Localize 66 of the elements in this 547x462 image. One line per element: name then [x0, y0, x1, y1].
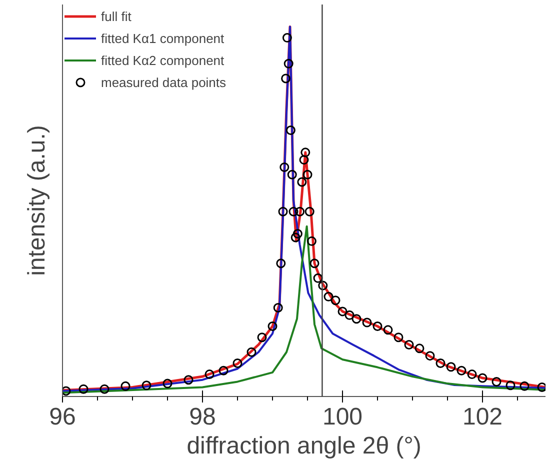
point — [268, 321, 278, 331]
point — [506, 380, 516, 390]
legend-label: fitted Kα2 component — [101, 52, 224, 68]
legend-label: full fit — [101, 8, 132, 24]
point — [537, 382, 546, 392]
point — [313, 273, 323, 283]
point — [425, 351, 435, 361]
point — [436, 358, 446, 368]
point — [295, 206, 305, 216]
legend-label: measured data points — [101, 74, 226, 90]
point — [383, 325, 393, 335]
x-tick-label: 102 — [462, 404, 503, 430]
point — [290, 232, 300, 242]
point — [278, 206, 288, 216]
point — [218, 366, 228, 376]
legend-label: fitted Kα1 component — [101, 30, 224, 46]
point — [62, 386, 71, 396]
point — [446, 362, 456, 372]
point — [414, 344, 424, 354]
point — [100, 384, 110, 394]
point — [318, 280, 328, 290]
point — [284, 58, 294, 68]
point — [120, 381, 130, 391]
point — [246, 347, 256, 357]
point — [352, 314, 362, 324]
point — [304, 206, 314, 216]
point — [478, 373, 488, 383]
x-tick-label: 100 — [322, 404, 363, 430]
point — [78, 384, 88, 394]
point — [273, 303, 283, 312]
x-tick-label: 96 — [49, 404, 76, 430]
y-axis-title: intensity (a.u.) — [24, 125, 50, 276]
point — [456, 366, 466, 376]
point — [310, 258, 320, 268]
point — [257, 332, 267, 342]
point — [338, 306, 348, 316]
point — [344, 310, 354, 320]
point — [520, 381, 530, 391]
point — [282, 33, 292, 43]
point — [324, 292, 334, 302]
point — [286, 125, 296, 135]
point — [300, 148, 310, 158]
point — [362, 318, 372, 328]
point — [142, 380, 152, 390]
point — [394, 332, 404, 342]
point — [281, 74, 291, 84]
x-axis-title: diffraction angle 2θ (°) — [186, 432, 422, 460]
point — [299, 155, 309, 165]
point — [280, 162, 290, 172]
point — [162, 378, 172, 388]
point — [404, 340, 414, 350]
point — [204, 370, 214, 380]
point — [330, 296, 340, 306]
x-tick-label: 98 — [189, 404, 216, 430]
point — [492, 376, 502, 386]
point — [297, 177, 307, 187]
point — [372, 321, 382, 331]
point — [302, 170, 312, 180]
point — [288, 206, 298, 216]
point — [276, 258, 286, 268]
point — [287, 170, 297, 180]
point — [467, 370, 477, 380]
point — [184, 375, 194, 385]
point — [306, 236, 316, 246]
point — [232, 358, 242, 368]
point — [292, 229, 302, 239]
